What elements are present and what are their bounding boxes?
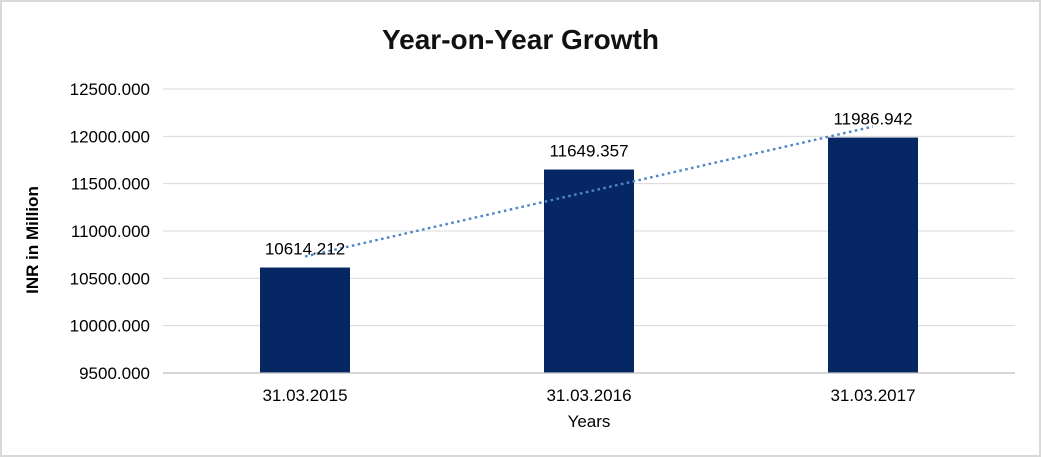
y-axis-tick-label: 12000.000 <box>70 127 150 146</box>
bar-value-label: 11986.942 <box>833 110 912 129</box>
y-axis-tick-label: 12500.000 <box>70 80 150 99</box>
trendline <box>304 125 874 258</box>
x-axis-category-label: 31.03.2016 <box>546 386 631 405</box>
y-axis-tick-label: 11500.000 <box>71 175 150 194</box>
chart-title: Year-on-Year Growth <box>382 24 659 55</box>
x-axis-title: Years <box>567 412 611 431</box>
y-axis-tick-label: 9500.000 <box>79 364 150 383</box>
bar-value-label: 10614.212 <box>265 240 345 259</box>
x-axis-category-label: 31.03.2015 <box>262 386 347 405</box>
x-axis-category-label: 31.03.2017 <box>830 386 915 405</box>
y-axis-tick-label: 10500.000 <box>70 269 150 288</box>
y-axis-tick-label: 10000.000 <box>70 317 150 336</box>
bar <box>260 267 350 373</box>
bar-value-label: 11649.357 <box>549 142 628 161</box>
y-axis-tick-label: 11000.000 <box>71 222 150 241</box>
bar <box>828 137 918 373</box>
bar <box>544 169 634 373</box>
